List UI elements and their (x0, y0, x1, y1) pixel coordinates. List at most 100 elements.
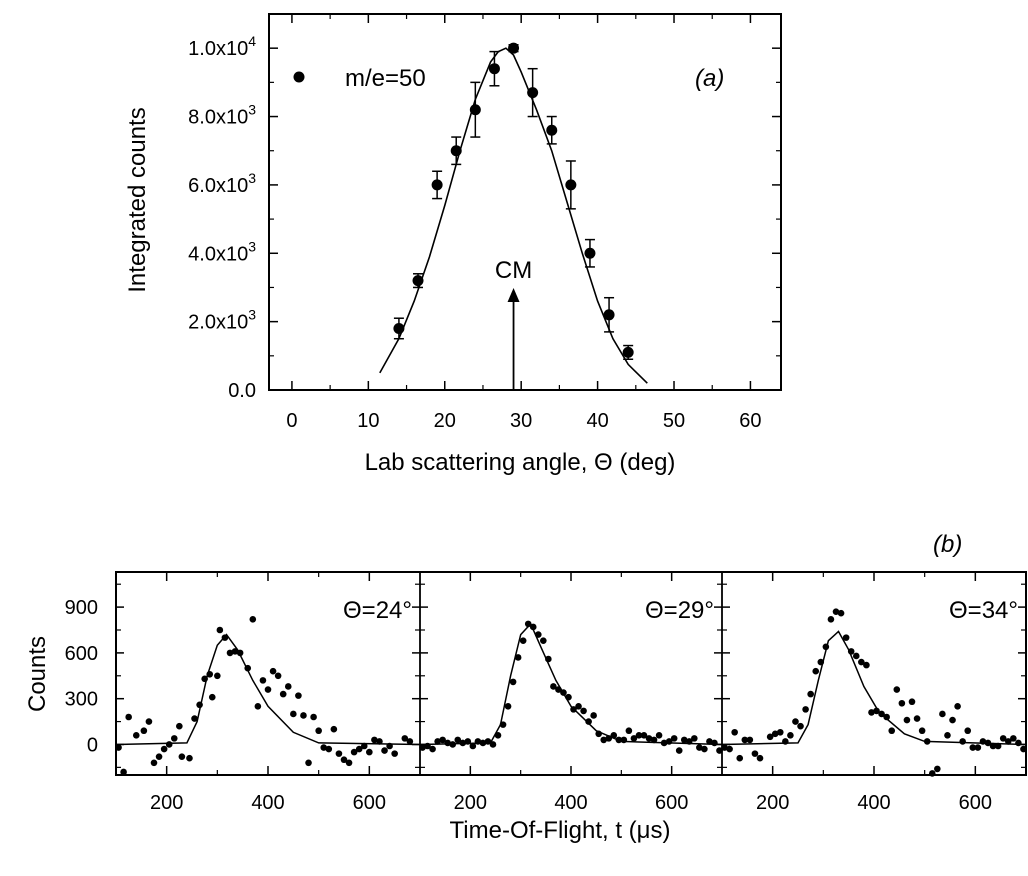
tof-data-point (376, 738, 383, 745)
tof-data-point (259, 677, 267, 684)
tof-subpanel: Θ=29° (419, 572, 723, 775)
tof-data-point (176, 722, 183, 730)
y-tick-label: 8.0x103 (188, 102, 256, 129)
tof-data-point (320, 744, 328, 751)
tof-data-point (504, 703, 512, 710)
tof-data-point (939, 710, 946, 718)
tof-data-point (640, 732, 648, 739)
tof-data-point (178, 753, 186, 760)
panel-a-frame (268, 13, 782, 391)
tof-data-point (519, 637, 527, 644)
tof-data-point (670, 735, 678, 742)
tof-data-point (170, 735, 178, 742)
tof-data-point (499, 721, 507, 728)
tof-data-point (928, 770, 936, 777)
tof-data-point (918, 727, 926, 735)
tof-data-point (797, 722, 804, 730)
tof-data-point (514, 654, 522, 661)
tof-data-point (888, 727, 896, 735)
tof-data-point (464, 738, 472, 745)
y-tick-label: 900 (65, 597, 98, 619)
panel-b-x-axis-label: Time-Of-Flight, t (μs) (450, 817, 671, 844)
tof-data-point (766, 733, 774, 741)
tof-data-point (290, 710, 297, 718)
panel-a-chart: 0 10 20 30 40 50 60 0.0 2.0x103 4.0x103 6.0x103 8.0… (124, 13, 782, 476)
tof-data-point (274, 672, 282, 680)
tof-data-point (132, 732, 140, 739)
cm-label: CM (495, 257, 532, 284)
tof-data-point (969, 744, 977, 751)
tof-data-point (295, 692, 302, 699)
y-tick-label: 6.0x103 (188, 170, 256, 197)
tof-data-point (115, 744, 122, 751)
panel-b-subpanels: Θ=24° Θ=29° Θ=34° (115, 572, 1027, 777)
tof-data-point (534, 631, 542, 638)
tof-data-point (903, 716, 911, 724)
x-tick-label: 10 (357, 410, 379, 432)
tof-data-point (206, 670, 214, 678)
tof-data-point (269, 667, 277, 675)
tof-data-point (908, 698, 916, 706)
tof-data-point (706, 738, 713, 745)
tof-data-point (545, 655, 552, 663)
tof-data-point (474, 738, 482, 745)
tof-fit-curve (721, 630, 1027, 746)
tof-data-point (371, 736, 378, 744)
tof-data-point (1010, 735, 1017, 742)
tof-data-point (645, 735, 653, 742)
tof-data-point (741, 736, 749, 744)
tof-data-point (913, 715, 921, 722)
tof-data-point (165, 741, 173, 748)
tof-data-point (310, 713, 317, 721)
x-tick-label: 200 (756, 792, 789, 814)
x-tick-label: 200 (454, 792, 487, 814)
tof-data-point (284, 683, 292, 690)
tof-data-point (366, 748, 373, 756)
tof-data-point (484, 738, 492, 745)
tof-data-point (827, 616, 835, 623)
data-point (565, 179, 577, 191)
tof-panel-label: Θ=29° (645, 597, 714, 624)
tof-data-point (817, 658, 825, 666)
tof-data-point (691, 735, 698, 742)
tof-data-point (191, 715, 198, 722)
tof-data-point (360, 742, 368, 750)
tof-data-point (675, 747, 683, 754)
tof-data-point (236, 649, 244, 657)
tof-data-point (605, 735, 613, 742)
tof-data-point (570, 706, 577, 713)
x-tick-label: 40 (586, 410, 608, 432)
tof-data-point (406, 738, 414, 745)
x-tick-label: 400 (251, 792, 284, 814)
tof-data-point (350, 748, 358, 756)
x-tick-label: 0 (286, 410, 297, 432)
tof-data-point (494, 732, 502, 739)
tof-data-point (555, 686, 562, 693)
tof-data-point (315, 727, 322, 735)
data-point (431, 179, 443, 191)
tof-data-point (444, 739, 451, 747)
tof-data-point (196, 701, 203, 709)
tof-data-point (721, 744, 728, 751)
tof-data-point (959, 738, 966, 745)
x-tick-label: 600 (959, 792, 992, 814)
tof-data-point (345, 759, 353, 767)
tof-data-point (355, 745, 363, 753)
panel-b-label: (b) (933, 531, 962, 558)
panel-a-data-points (393, 42, 634, 360)
tof-panel-label: Θ=34° (949, 597, 1018, 624)
tof-data-point (439, 736, 446, 744)
tof-data-point (226, 649, 234, 657)
tof-data-point (340, 756, 348, 764)
tof-data-point (595, 730, 602, 738)
panel-b-ticks: 200 400 600 200 400 600 200 400 600 0 300 600 900 (65, 572, 1026, 814)
tof-data-point (868, 709, 875, 716)
tof-data-point (873, 707, 880, 715)
tof-data-point (590, 712, 597, 719)
tof-data-point (580, 707, 587, 715)
y-tick-label: 300 (65, 689, 98, 711)
tof-data-point (878, 710, 885, 718)
data-point (622, 346, 634, 358)
tof-data-point (807, 690, 814, 698)
data-point (508, 42, 520, 54)
